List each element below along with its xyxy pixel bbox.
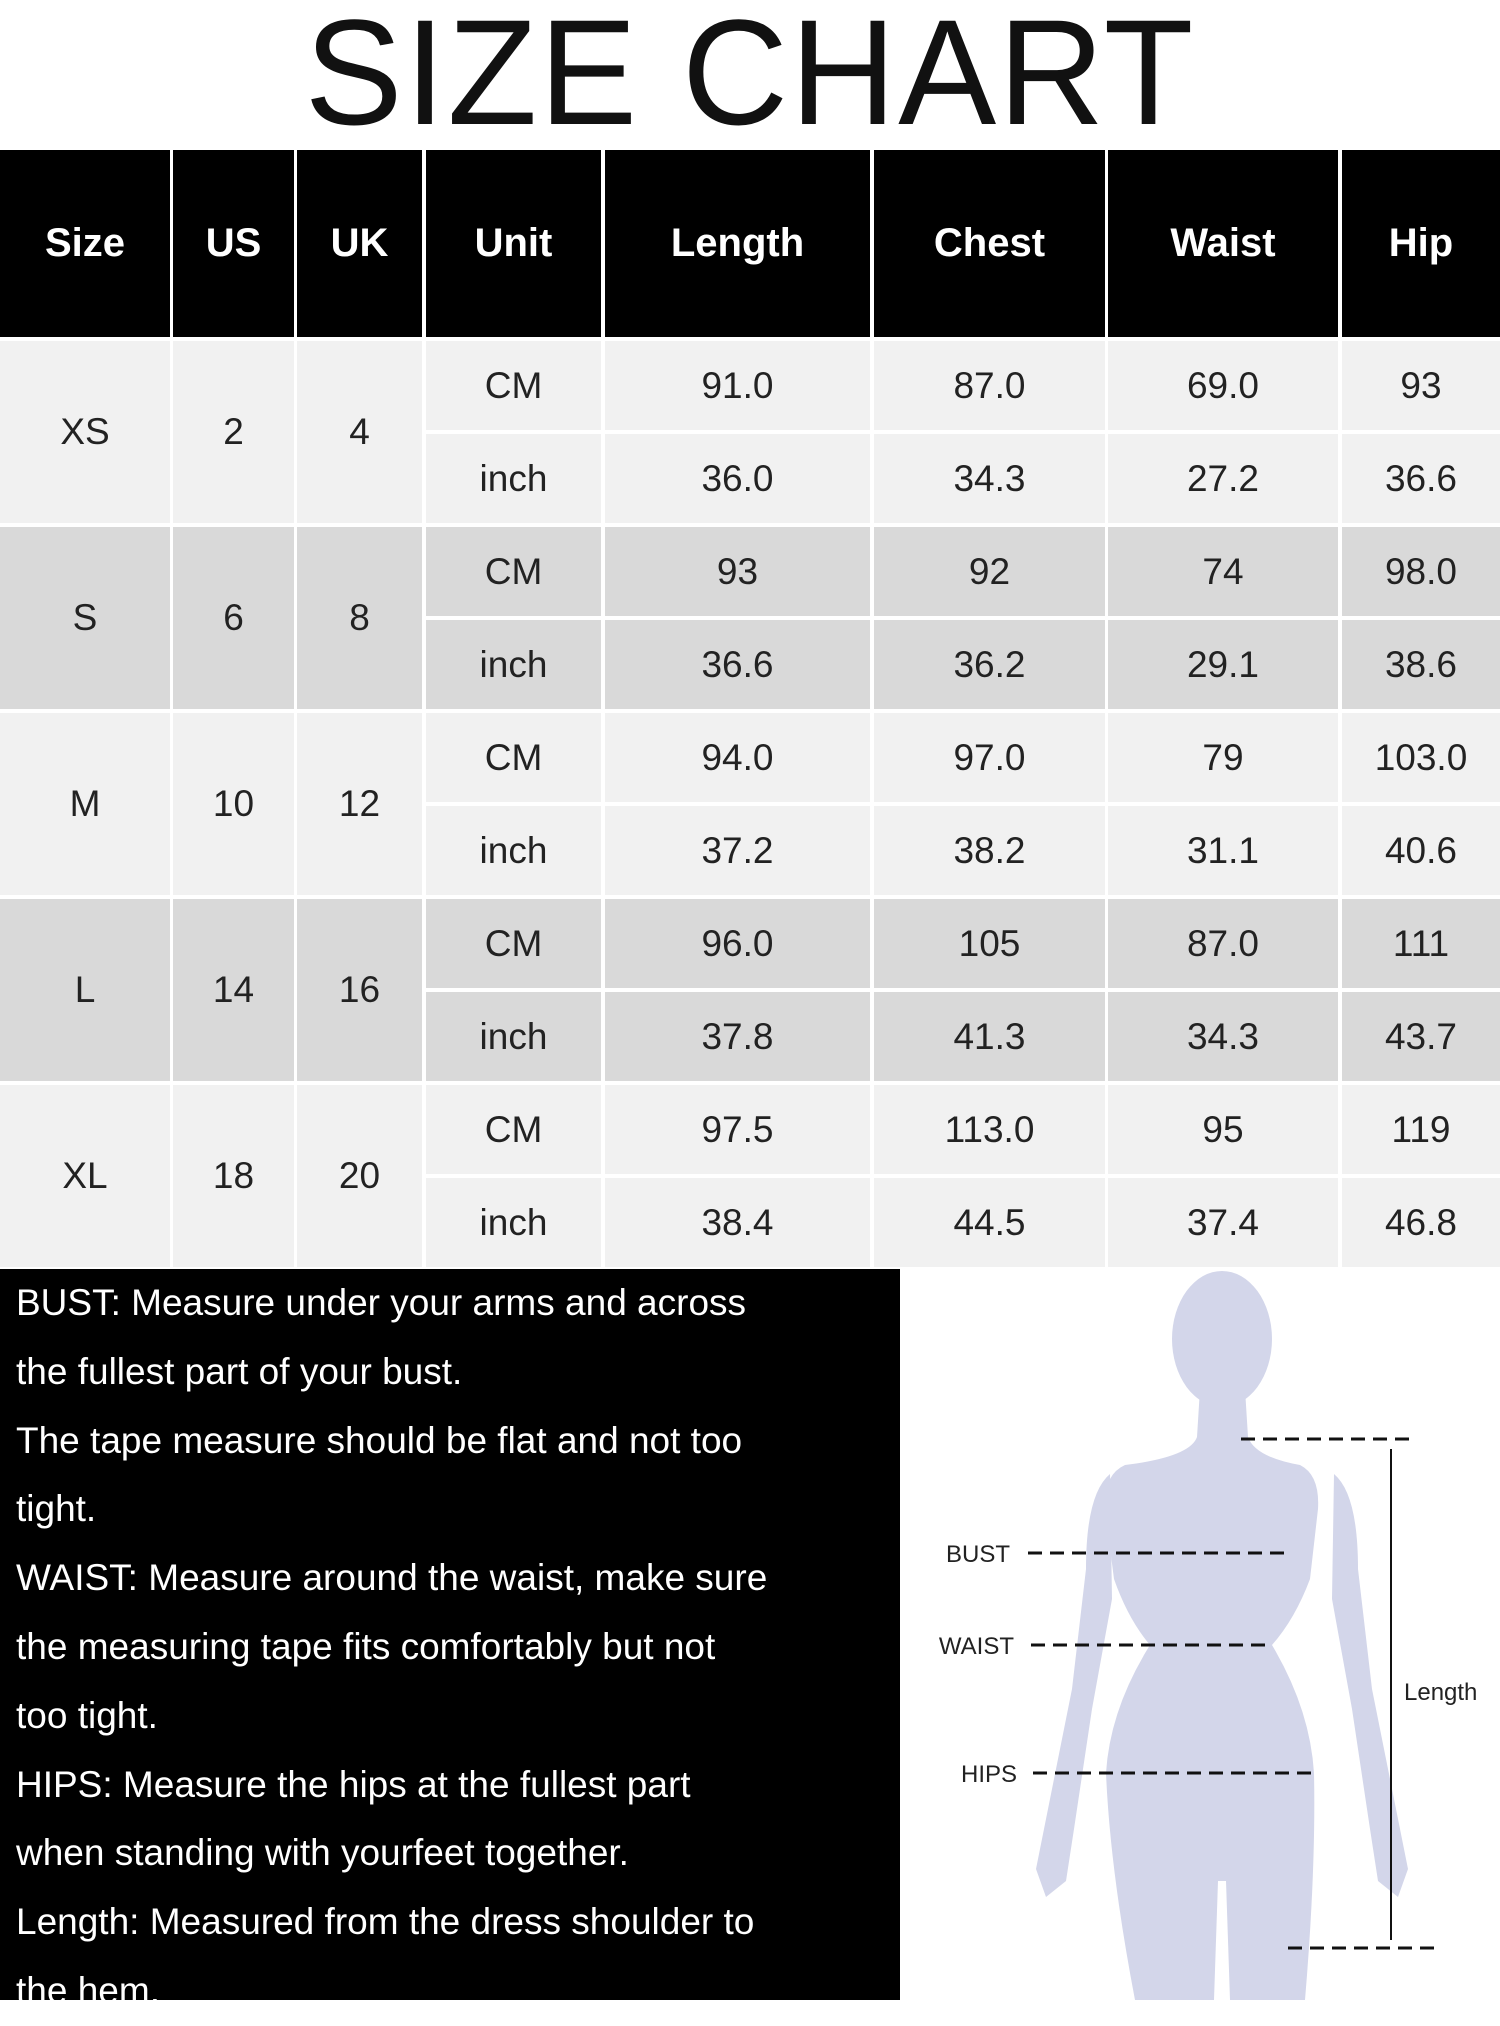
unit-cell: CM: [426, 899, 601, 988]
note-line: BUST: Measure under your arms and across: [16, 1282, 747, 1323]
hips-label: HIPS: [961, 1761, 1017, 1788]
header-waist: Waist: [1108, 150, 1338, 337]
measurement-cell: 103.0: [1342, 713, 1500, 802]
note-line: Length: Measured from the dress shoulder…: [16, 1901, 755, 1943]
us-cell: 14: [173, 899, 294, 1081]
unit-cell: CM: [426, 527, 601, 616]
size-cell: XS: [0, 341, 170, 523]
header-unit: Unit: [426, 150, 601, 337]
unit-cell: inch: [426, 1178, 601, 1267]
measurement-cell: 113.0: [874, 1085, 1105, 1174]
size-cell: S: [0, 527, 170, 709]
bust-label: BUST: [946, 1541, 1010, 1568]
measure-lines: [1028, 1437, 1441, 1950]
uk-cell: 12: [297, 713, 422, 895]
unit-cell: inch: [426, 806, 601, 895]
measurement-notes: BUST: Measure under your arms and across…: [0, 1269, 900, 2011]
note-line: the hem.: [16, 1969, 160, 2011]
header-hip: Hip: [1342, 150, 1500, 337]
length-label: Length: [1404, 1679, 1477, 1706]
note-line: too tight.: [16, 1694, 158, 1736]
measurement-cell: 87.0: [1108, 899, 1338, 988]
measurement-cell: 96.0: [605, 899, 870, 988]
note-line: tight.: [16, 1488, 97, 1530]
header-size: Size: [0, 150, 170, 337]
measurement-cell: 97.0: [874, 713, 1105, 802]
measurement-cell: 34.3: [1108, 992, 1338, 1081]
size-cell: M: [0, 713, 170, 895]
note-line: the measuring tape fits comfortably but …: [16, 1625, 716, 1667]
measurement-cell: 91.0: [605, 341, 870, 430]
header-length: Length: [605, 150, 870, 337]
measurement-cell: 34.3: [874, 434, 1105, 523]
measurement-cell: 37.4: [1108, 1178, 1338, 1267]
measurement-cell: 94.0: [605, 713, 870, 802]
measurement-cell: 93: [1342, 341, 1500, 430]
measurement-cell: 92: [874, 527, 1105, 616]
us-cell: 10: [173, 713, 294, 895]
measurement-cell: 93: [605, 527, 870, 616]
header-uk: UK: [297, 150, 422, 337]
measurement-cell: 79: [1108, 713, 1338, 802]
measurement-cell: 44.5: [874, 1178, 1105, 1267]
measurement-cell: 95: [1108, 1085, 1338, 1174]
size-table: Size US UK Unit Length Chest Waist Hip XS 2 4 CM inc…: [0, 150, 1500, 1269]
measurement-cell: 87.0: [874, 341, 1105, 430]
uk-cell: 8: [297, 527, 422, 709]
page-title: SIZE CHART: [304, 0, 1196, 156]
measurement-cell: 29.1: [1108, 620, 1338, 709]
measurement-cell: 105: [874, 899, 1105, 988]
uk-cell: 16: [297, 899, 422, 1081]
measurement-cell: 69.0: [1108, 341, 1338, 430]
measurement-cell: 36.0: [605, 434, 870, 523]
unit-cell: inch: [426, 992, 601, 1081]
us-cell: 2: [173, 341, 294, 523]
measurement-cell: 43.7: [1342, 992, 1500, 1081]
note-line: WAIST: Measure around the waist, make su…: [16, 1557, 768, 1599]
us-cell: 18: [173, 1085, 294, 1267]
measurement-cell: 38.4: [605, 1178, 870, 1267]
size-cell: L: [0, 899, 170, 1081]
measurement-cell: 27.2: [1108, 434, 1338, 523]
uk-cell: 20: [297, 1085, 422, 1267]
size-cell: XL: [0, 1085, 170, 1267]
note-line: when standing with yourfeet together.: [16, 1832, 629, 1874]
body-silhouette: [1036, 1271, 1408, 2000]
uk-cell: 4: [297, 341, 422, 523]
measurement-cell: 111: [1342, 899, 1500, 988]
measurement-cell: 46.8: [1342, 1178, 1500, 1267]
unit-cell: CM: [426, 713, 601, 802]
measurement-cell: 38.6: [1342, 620, 1500, 709]
measurement-cell: 98.0: [1342, 527, 1500, 616]
measurement-cell: 36.2: [874, 620, 1105, 709]
measurement-cell: 38.2: [874, 806, 1105, 895]
measurement-cell: 31.1: [1108, 806, 1338, 895]
measurement-cell: 97.5: [605, 1085, 870, 1174]
measurement-cell: 36.6: [605, 620, 870, 709]
header-chest: Chest: [874, 150, 1105, 337]
measurement-cell: 74: [1108, 527, 1338, 616]
header-us: US: [173, 150, 294, 337]
unit-cell: inch: [426, 434, 601, 523]
measurement-cell: 40.6: [1342, 806, 1500, 895]
unit-cell: inch: [426, 620, 601, 709]
measurement-cell: 37.8: [605, 992, 870, 1081]
waist-label: WAIST: [939, 1633, 1014, 1660]
body-measurement-figure: BUST WAIST HIPS Length: [939, 1271, 1477, 2000]
measurement-cell: 36.6: [1342, 434, 1500, 523]
measurement-cell: 41.3: [874, 992, 1105, 1081]
note-line: The tape measure should be flat and not …: [16, 1419, 743, 1461]
unit-cell: CM: [426, 341, 601, 430]
measurement-cell: 119: [1342, 1085, 1500, 1174]
unit-cell: CM: [426, 1085, 601, 1174]
note-line: the fullest part of your bust.: [16, 1350, 463, 1392]
note-line: HIPS: Measure the hips at the fullest pa…: [16, 1763, 691, 1805]
measurement-cell: 37.2: [605, 806, 870, 895]
us-cell: 6: [173, 527, 294, 709]
